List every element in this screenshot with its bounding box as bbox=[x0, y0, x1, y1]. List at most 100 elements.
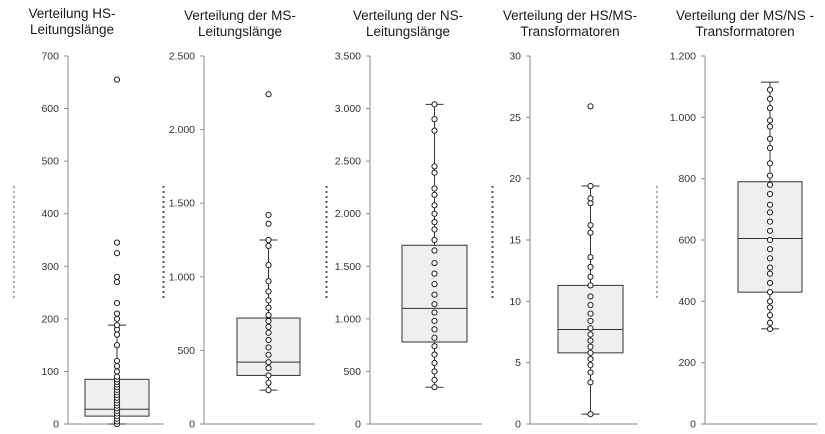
y-tick-label: 10 bbox=[509, 296, 521, 308]
y-tick-label: 500 bbox=[343, 366, 361, 378]
data-point bbox=[265, 297, 272, 304]
data-point bbox=[587, 369, 594, 376]
data-point bbox=[431, 326, 438, 333]
data-point bbox=[587, 349, 594, 356]
y-tick-label: 0 bbox=[355, 419, 361, 431]
y-tick-label: 5 bbox=[515, 357, 521, 369]
data-point bbox=[766, 190, 774, 198]
data-point bbox=[113, 368, 121, 375]
data-point bbox=[431, 163, 438, 170]
data-point bbox=[431, 210, 438, 217]
y-tick-label: 500 bbox=[41, 156, 59, 168]
data-point bbox=[265, 242, 272, 249]
data-point bbox=[766, 86, 774, 93]
data-point bbox=[431, 281, 438, 288]
data-point bbox=[766, 289, 774, 296]
data-point bbox=[587, 355, 594, 363]
data-point bbox=[587, 282, 594, 289]
data-point bbox=[431, 202, 438, 209]
data-point bbox=[265, 211, 272, 219]
data-point bbox=[587, 182, 594, 190]
data-point bbox=[766, 319, 774, 326]
data-point bbox=[587, 317, 594, 325]
data-point bbox=[587, 263, 594, 271]
data-point bbox=[113, 331, 121, 338]
data-point bbox=[265, 304, 272, 311]
y-tick-label: 25 bbox=[509, 112, 521, 124]
y-tick-label: 2.500 bbox=[335, 156, 361, 168]
chart-title: Verteilung der MS- Leitungslänge bbox=[184, 8, 296, 39]
y-tick-label: 0 bbox=[189, 419, 195, 431]
data-point bbox=[766, 144, 774, 152]
data-point bbox=[265, 261, 272, 269]
y-tick-label: 15 bbox=[509, 235, 521, 247]
data-point bbox=[587, 379, 594, 386]
data-point bbox=[431, 260, 438, 267]
data-point bbox=[587, 222, 594, 229]
chart-title: Verteilung der HS/MS- Transformatoren bbox=[502, 8, 638, 39]
data-point bbox=[431, 115, 438, 123]
y-tick-label: 0 bbox=[515, 419, 521, 431]
data-point bbox=[265, 278, 272, 285]
data-point bbox=[431, 334, 438, 341]
data-point bbox=[265, 344, 272, 351]
data-point bbox=[265, 336, 272, 344]
data-point bbox=[431, 359, 438, 367]
data-point bbox=[431, 185, 438, 192]
chart-title: Verteilung HS- Leitungslänge bbox=[28, 6, 116, 37]
y-tick-label: 500 bbox=[177, 345, 195, 357]
data-point bbox=[766, 236, 774, 244]
data-point bbox=[431, 317, 438, 325]
data-point bbox=[766, 227, 774, 234]
data-point bbox=[113, 322, 121, 329]
y-tick-label: 600 bbox=[678, 235, 696, 247]
data-point bbox=[113, 299, 121, 307]
data-point bbox=[587, 325, 594, 332]
y-tick-label: 600 bbox=[41, 103, 59, 115]
data-point bbox=[766, 325, 774, 333]
data-point bbox=[766, 117, 774, 124]
data-point bbox=[766, 312, 774, 319]
data-point bbox=[766, 279, 774, 287]
y-tick-label: 200 bbox=[678, 357, 696, 369]
data-point bbox=[265, 359, 272, 366]
data-point bbox=[587, 293, 594, 300]
data-point bbox=[587, 337, 594, 344]
data-point bbox=[587, 331, 594, 338]
data-point bbox=[587, 411, 594, 418]
data-point bbox=[113, 76, 121, 83]
data-point bbox=[265, 311, 272, 319]
y-tick-label: 3.500 bbox=[335, 51, 361, 63]
data-point bbox=[431, 343, 438, 350]
y-tick-label: 1.200 bbox=[670, 51, 696, 63]
data-point bbox=[113, 278, 121, 286]
data-point bbox=[265, 91, 272, 98]
data-point bbox=[431, 127, 438, 134]
data-point bbox=[113, 363, 121, 370]
data-point bbox=[766, 246, 774, 253]
data-point bbox=[766, 298, 774, 305]
data-point bbox=[587, 301, 594, 309]
data-point bbox=[265, 236, 272, 244]
data-point bbox=[431, 384, 438, 391]
y-tick-label: 700 bbox=[41, 51, 59, 63]
data-point bbox=[113, 239, 121, 246]
data-point bbox=[766, 201, 774, 208]
y-tick-label: 800 bbox=[678, 173, 696, 185]
y-tick-label: 200 bbox=[41, 313, 59, 325]
data-point bbox=[431, 309, 438, 316]
data-point bbox=[587, 362, 594, 369]
data-point bbox=[265, 379, 272, 386]
data-point bbox=[587, 343, 594, 350]
data-point bbox=[265, 364, 272, 372]
chart-title: Verteilung der MS/NS - Transformatoren bbox=[675, 8, 815, 39]
data-point bbox=[265, 220, 272, 227]
y-tick-label: 3.000 bbox=[335, 103, 361, 115]
data-point bbox=[587, 273, 594, 280]
y-tick-label: 0 bbox=[690, 419, 696, 431]
data-point bbox=[766, 304, 774, 311]
data-point bbox=[113, 357, 121, 365]
data-point bbox=[766, 270, 774, 277]
